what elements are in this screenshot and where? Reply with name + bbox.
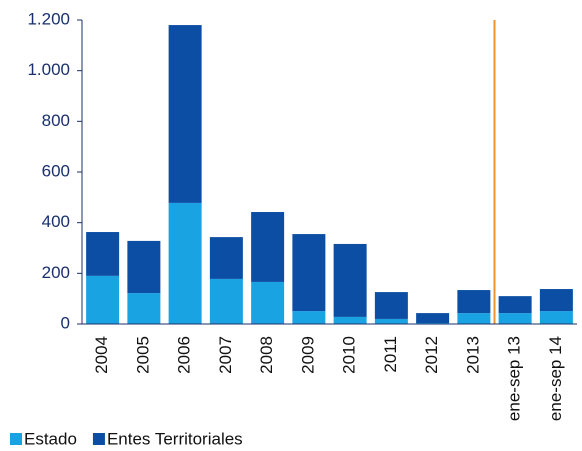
bar-segment xyxy=(333,243,367,317)
bar-segment xyxy=(168,202,202,324)
legend-swatch xyxy=(92,433,105,445)
bar-segment xyxy=(498,296,532,314)
bar-segment xyxy=(292,311,326,324)
bar-segment xyxy=(251,212,285,282)
legend-swatch xyxy=(10,433,22,445)
x-tick-label: 2013 xyxy=(463,336,482,374)
y-tick-label: 0 xyxy=(61,313,70,332)
bar-segment xyxy=(416,322,450,324)
x-tick-label: 2012 xyxy=(422,336,441,374)
x-tick-label: 2009 xyxy=(298,336,317,374)
x-tick-label: ene-sep 14 xyxy=(546,336,565,421)
y-tick-label: 200 xyxy=(42,263,70,282)
bar-segment xyxy=(498,313,532,324)
bar-segment xyxy=(127,293,161,324)
bar-segment xyxy=(374,318,408,324)
bar-segment xyxy=(86,275,120,324)
bar-segment xyxy=(209,278,243,324)
x-tick-label: 2011 xyxy=(381,336,400,373)
bar-segment xyxy=(168,25,202,203)
bar-segment xyxy=(292,234,326,312)
bar-segment xyxy=(374,292,408,319)
y-tick-label: 400 xyxy=(42,212,70,231)
x-tick-label: 2005 xyxy=(133,336,152,374)
y-tick-label: 1.200 xyxy=(27,9,70,28)
bar-segment xyxy=(209,237,243,279)
bar-segment xyxy=(86,232,120,276)
bar-segment xyxy=(127,240,161,294)
legend-label: Estado xyxy=(24,429,77,448)
bar-segment xyxy=(416,313,450,323)
x-tick-label: 2010 xyxy=(340,336,359,374)
y-tick-label: 1.000 xyxy=(27,60,70,79)
x-tick-label: 2007 xyxy=(216,336,235,374)
bar-segment xyxy=(457,290,491,314)
bar-segment xyxy=(333,316,367,324)
x-tick-label: 2004 xyxy=(92,336,111,374)
y-tick-label: 600 xyxy=(42,161,70,180)
y-tick-label: 800 xyxy=(42,111,70,130)
bar-segment xyxy=(539,289,573,312)
x-tick-label: 2006 xyxy=(175,336,194,374)
bar-segment xyxy=(457,313,491,324)
legend-label: Entes Territoriales xyxy=(107,429,243,448)
x-tick-label: ene-sep 13 xyxy=(505,336,524,421)
bar-segment xyxy=(251,281,285,324)
x-tick-label: 2008 xyxy=(257,336,276,374)
bar-segment xyxy=(539,311,573,324)
